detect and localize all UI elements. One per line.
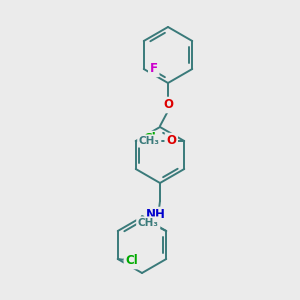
- Text: F: F: [150, 62, 158, 76]
- Text: O: O: [163, 98, 173, 112]
- Text: O: O: [166, 134, 176, 148]
- Text: NH: NH: [146, 208, 166, 221]
- Text: Cl: Cl: [143, 133, 156, 146]
- Text: Cl: Cl: [125, 254, 138, 268]
- Text: CH₃: CH₃: [139, 136, 160, 146]
- Text: CH₃: CH₃: [138, 218, 159, 228]
